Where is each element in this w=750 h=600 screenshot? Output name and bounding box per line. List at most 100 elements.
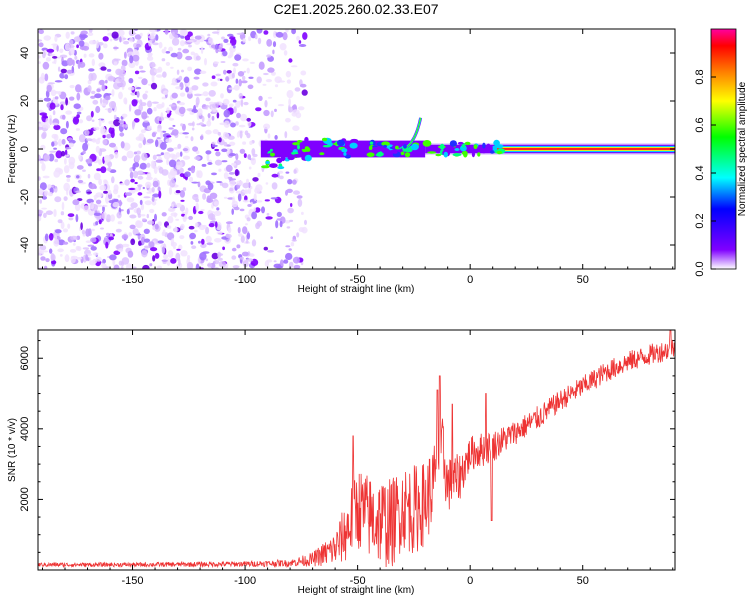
noise-speckle [133,118,140,123]
noise-speckle [102,139,108,145]
noise-speckle [87,244,95,247]
noise-speckle [130,178,135,183]
noise-speckle [187,66,193,72]
noise-speckle [206,195,212,203]
snr-y-tick-label: 4000 [19,417,31,441]
noise-speckle [253,193,257,202]
noise-speckle [51,122,59,126]
noise-speckle [170,82,179,86]
noise-speckle [76,111,82,115]
noise-speckle [267,67,275,73]
signal-blob [302,151,312,156]
signal-blob [280,155,286,162]
noise-speckle [211,144,218,148]
noise-speckle [225,76,230,82]
noise-speckle [229,141,236,146]
noise-speckle [200,263,204,266]
signal-blob [350,138,359,143]
noise-speckle [113,184,119,192]
noise-speckle [190,241,194,245]
noise-speckle [211,172,217,176]
noise-speckle [202,193,207,200]
noise-speckle [113,114,117,120]
noise-speckle [140,214,146,217]
noise-speckle [80,222,83,231]
colorbar: 0.0 0.2 0.4 0.6 0.8 Normalized spectral ampl… [694,28,748,277]
noise-speckle [197,108,203,116]
noise-speckle [191,245,197,249]
noise-speckle [194,222,199,228]
signal-blob [477,148,481,152]
noise-speckle [80,30,88,35]
noise-speckle [283,50,288,56]
noise-speckle [91,90,96,95]
spectrogram-y-tick-label: 0 [19,146,31,152]
noise-speckle [46,84,52,93]
noise-speckle [63,241,69,245]
noise-speckle [231,200,238,208]
noise-speckle [52,56,58,59]
noise-speckle [195,202,199,212]
noise-speckle [147,100,152,108]
noise-speckle [202,107,208,110]
snr-y-label: SNR (10 * v/v) [7,418,18,482]
signal-blob [471,151,475,158]
noise-speckle [250,157,256,166]
noise-speckle [132,170,139,179]
noise-speckle [244,195,248,202]
noise-speckle [186,261,194,269]
noise-speckle [189,232,197,240]
noise-speckle [150,160,155,169]
noise-speckle [218,168,222,172]
noise-speckle [82,150,86,155]
noise-speckle [196,123,201,126]
noise-speckle [301,211,304,215]
signal-blob [343,152,347,156]
noise-speckle [59,54,68,58]
signal-blob [344,154,352,159]
noise-speckle [139,32,143,37]
noise-speckle [277,80,286,83]
noise-speckle [205,104,209,108]
noise-speckle [213,260,220,265]
noise-speckle [141,236,145,245]
noise-speckle [63,182,70,192]
noise-speckle [129,167,133,172]
noise-speckle [166,135,172,138]
noise-speckle [286,188,293,193]
noise-speckle [132,121,135,130]
signal-blob [496,150,503,155]
signal-blob [341,148,348,153]
noise-speckle [239,208,245,212]
noise-speckle [89,260,97,266]
noise-speckle [68,156,76,165]
noise-speckle [211,252,219,260]
noise-speckle [285,70,292,78]
noise-speckle [144,200,152,206]
colorbar-tick-label: 0.4 [694,165,706,180]
noise-speckle [76,257,83,260]
noise-speckle [262,83,267,86]
noise-speckle [137,175,144,180]
noise-speckle [47,82,56,85]
noise-speckle [195,263,200,269]
noise-speckle [190,51,195,56]
signal-blob [449,140,457,147]
noise-speckle [249,140,253,145]
signal-blob [422,140,432,147]
signal-blob [292,142,301,146]
signal-blob [383,144,387,148]
noise-speckle [180,250,188,257]
noise-speckle [263,123,271,130]
noise-speckle [151,132,156,138]
noise-speckle [233,67,236,75]
noise-speckle [86,115,93,122]
noise-speckle [231,247,237,252]
noise-speckle [40,72,45,81]
noise-speckle [98,159,102,165]
noise-speckle [101,84,106,92]
signal-blob [392,151,398,154]
noise-speckle [118,199,122,207]
noise-speckle [139,65,144,70]
noise-speckle [170,66,174,69]
